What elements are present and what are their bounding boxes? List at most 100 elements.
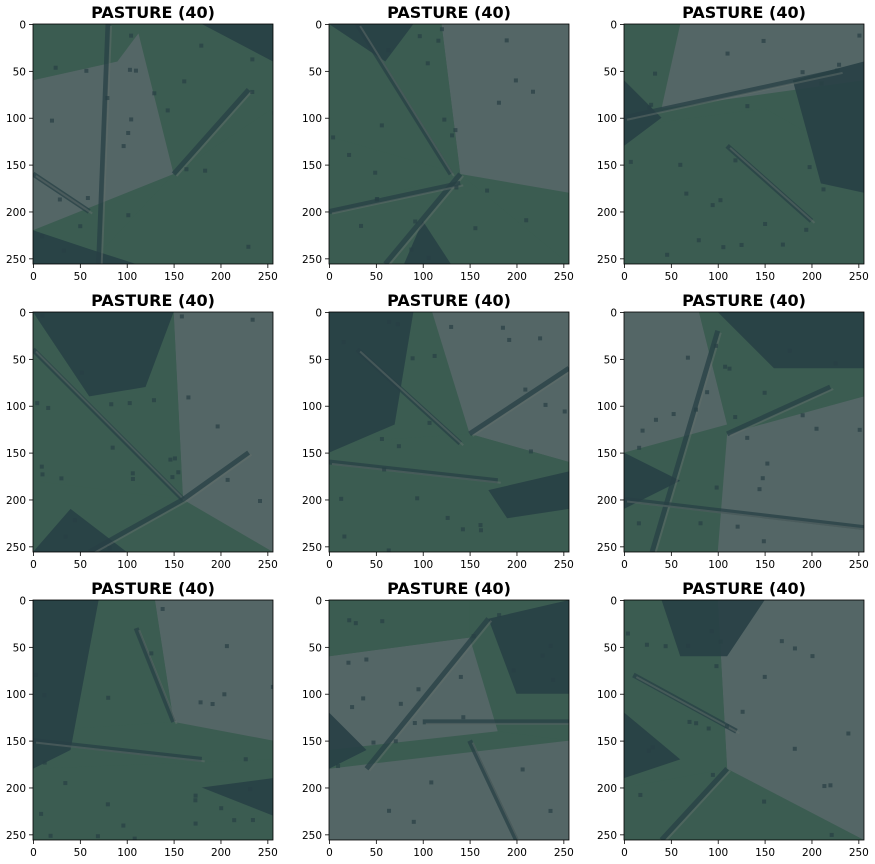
x-tick-label: 100 <box>413 847 433 859</box>
y-tick-label: 50 <box>13 354 26 366</box>
y-tick-label: 100 <box>302 113 322 125</box>
axes: 0 0 50 50 100 100 150 150 200 200 250 250 <box>6 595 278 859</box>
y-tick-label: 200 <box>597 783 617 795</box>
image-panel-5: PASTURE (40) 0 0 50 50 100 100 150 150 200 200 250 2… <box>296 288 574 574</box>
y-tick-label: 250 <box>6 830 26 842</box>
y-tick-label: 100 <box>6 689 26 701</box>
y-tick-label: 50 <box>13 66 26 78</box>
x-tick-label: 150 <box>460 847 480 859</box>
axes-frame <box>623 23 865 265</box>
y-tick-label: 150 <box>6 448 26 460</box>
axes: 0 0 50 50 100 100 150 150 200 200 250 250 <box>302 19 574 283</box>
x-tick-label: 100 <box>708 271 728 283</box>
x-tick-label: 0 <box>326 271 333 283</box>
x-tick-label: 100 <box>413 271 433 283</box>
x-tick-label: 250 <box>258 559 278 571</box>
panel-title: PASTURE (40) <box>387 291 511 310</box>
y-tick-label: 0 <box>610 19 617 31</box>
axes-frame <box>328 311 570 553</box>
x-tick-label: 150 <box>460 559 480 571</box>
satellite-image <box>624 600 864 840</box>
x-tick-label: 50 <box>74 559 87 571</box>
x-tick-label: 200 <box>802 847 822 859</box>
y-tick-label: 150 <box>302 448 322 460</box>
x-tick-label: 200 <box>211 271 231 283</box>
x-tick-label: 250 <box>554 559 574 571</box>
y-tick-label: 250 <box>597 830 617 842</box>
image-panel-2: PASTURE (40) 0 0 50 50 100 100 150 150 200 200 250 2… <box>296 0 574 286</box>
axes-frame <box>623 599 865 841</box>
image-panel-6: PASTURE (40) 0 0 50 50 100 100 150 150 200 200 250 2… <box>591 288 869 574</box>
y-tick-label: 100 <box>597 401 617 413</box>
panel-title: PASTURE (40) <box>387 579 511 598</box>
y-tick-label: 50 <box>309 354 322 366</box>
x-tick-label: 0 <box>621 847 628 859</box>
y-tick-label: 200 <box>6 495 26 507</box>
satellite-image <box>624 312 864 552</box>
y-tick-label: 100 <box>597 113 617 125</box>
axes: 0 0 50 50 100 100 150 150 200 200 250 250 <box>6 307 278 571</box>
y-tick-label: 50 <box>604 642 617 654</box>
axes: 0 0 50 50 100 100 150 150 200 200 250 250 <box>597 307 869 571</box>
y-tick-label: 250 <box>597 542 617 554</box>
y-tick-label: 150 <box>6 736 26 748</box>
image-panel-7: PASTURE (40) 0 0 50 50 100 100 150 150 200 200 250 2… <box>0 576 278 862</box>
y-tick-label: 100 <box>6 401 26 413</box>
x-tick-label: 250 <box>849 271 869 283</box>
panel-title: PASTURE (40) <box>91 3 215 22</box>
x-tick-label: 150 <box>164 271 184 283</box>
axes-frame <box>32 311 274 553</box>
y-tick-label: 200 <box>302 495 322 507</box>
x-tick-label: 150 <box>460 271 480 283</box>
satellite-image <box>624 24 864 264</box>
x-tick-label: 50 <box>74 847 87 859</box>
y-tick-label: 50 <box>309 66 322 78</box>
y-tick-label: 0 <box>19 19 26 31</box>
x-tick-label: 100 <box>117 847 137 859</box>
panel-title: PASTURE (40) <box>91 579 215 598</box>
y-tick-label: 100 <box>302 401 322 413</box>
axes-frame <box>328 599 570 841</box>
x-tick-label: 50 <box>74 271 87 283</box>
y-tick-label: 200 <box>597 495 617 507</box>
x-tick-label: 200 <box>802 559 822 571</box>
y-tick-label: 200 <box>6 207 26 219</box>
x-tick-label: 250 <box>849 559 869 571</box>
panel-title: PASTURE (40) <box>387 3 511 22</box>
satellite-image <box>329 312 569 552</box>
x-tick-label: 50 <box>665 271 678 283</box>
x-tick-label: 100 <box>708 559 728 571</box>
x-tick-label: 200 <box>507 559 527 571</box>
x-tick-label: 100 <box>117 271 137 283</box>
satellite-image <box>329 24 569 264</box>
x-tick-label: 100 <box>413 559 433 571</box>
x-tick-label: 200 <box>211 559 231 571</box>
y-tick-label: 200 <box>302 783 322 795</box>
y-tick-label: 150 <box>597 448 617 460</box>
y-tick-label: 250 <box>302 542 322 554</box>
x-tick-label: 0 <box>621 271 628 283</box>
x-tick-label: 0 <box>30 559 37 571</box>
x-tick-label: 0 <box>621 559 628 571</box>
x-tick-label: 50 <box>370 271 383 283</box>
x-tick-label: 50 <box>665 559 678 571</box>
y-tick-label: 150 <box>597 736 617 748</box>
panel-title: PASTURE (40) <box>682 579 806 598</box>
y-tick-label: 150 <box>302 160 322 172</box>
image-panel-9: PASTURE (40) 0 0 50 50 100 100 150 150 200 200 250 2… <box>591 576 869 862</box>
axes-frame <box>32 599 274 841</box>
panel-title: PASTURE (40) <box>682 291 806 310</box>
y-tick-label: 0 <box>19 307 26 319</box>
y-tick-label: 200 <box>302 207 322 219</box>
y-tick-label: 0 <box>315 595 322 607</box>
y-tick-label: 0 <box>19 595 26 607</box>
x-tick-label: 0 <box>30 847 37 859</box>
y-tick-label: 150 <box>597 160 617 172</box>
image-panel-8: PASTURE (40) 0 0 50 50 100 100 150 150 200 200 250 2… <box>296 576 574 862</box>
y-tick-label: 100 <box>597 689 617 701</box>
x-tick-label: 250 <box>554 271 574 283</box>
x-tick-label: 150 <box>755 559 775 571</box>
x-tick-label: 100 <box>708 847 728 859</box>
axes-frame <box>328 23 570 265</box>
y-tick-label: 250 <box>6 542 26 554</box>
